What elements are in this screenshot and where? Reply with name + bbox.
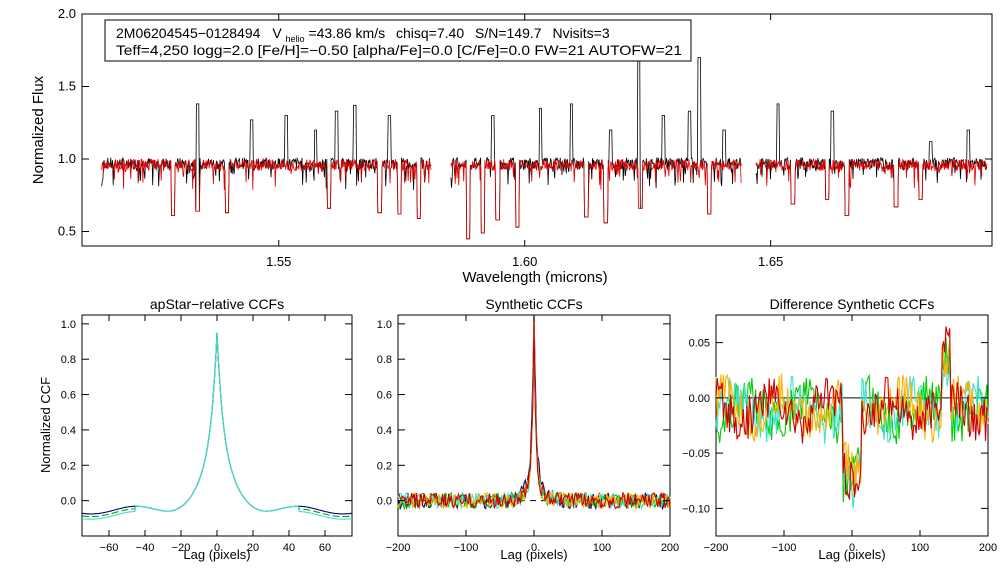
apstar_ccf-xtick-label: −20 — [172, 542, 191, 554]
diff_ccf-ytick-label: −0.10 — [682, 503, 710, 515]
synthetic_ccf-ytick-label: 0.0 — [377, 496, 392, 508]
header-line-2: Teff=4,250 logg=2.0 [Fe/H]=−0.50 [alpha/… — [116, 42, 682, 58]
spectrum-xtick-label: 1.65 — [758, 254, 783, 269]
apstar-ccf-ylabel: Normalized CCF — [38, 377, 53, 473]
synthetic_ccf-xtick-label: −100 — [454, 542, 479, 554]
apstar-ccf-ticks: −60 −40 −20 0 20 40 60 0.0 0.2 0.4 0.6 0.8 1.0 — [61, 315, 352, 554]
spectrum-observed-line — [450, 35, 742, 240]
vhelio-value: =43.86 km/s — [308, 25, 385, 41]
apstar_ccf-ytick-label: 0.8 — [61, 354, 76, 366]
apstar-ccf-plot-frame — [81, 314, 353, 537]
spectrum-ylabel: Normalized Flux — [30, 75, 47, 184]
synthetic_ccf-ytick-label: 0.8 — [377, 354, 392, 366]
apstar_ccf-xtick-label: 40 — [283, 542, 295, 554]
apstar_ccf-ytick-label: 0.0 — [61, 496, 76, 508]
diff-ccf-panel: −200 −100 0 100 200 −0.10 −0.05 0.00 0.05 Differ… — [682, 296, 997, 562]
diff_ccf-visit-4-line — [715, 326, 989, 500]
spectrum-ytick-label: 1.0 — [58, 151, 76, 166]
diff_ccf-ytick-label: 0.05 — [689, 338, 710, 350]
spectrum-ytick-label: 2.0 — [58, 6, 76, 21]
apstar_ccf-xtick-label: 20 — [247, 542, 259, 554]
synthetic-ccf-panel: −200 −100 0 100 200 0.0 0.2 0.4 0.6 0.8 1.0 Synthe… — [377, 296, 679, 562]
apstar-ccf-data-group — [81, 332, 353, 520]
spectrum-xtick-label: 1.60 — [512, 254, 537, 269]
apstar-ccf-title: apStar−relative CCFs — [150, 296, 284, 312]
synthetic-ccf-xlabel: Lag (pixels) — [500, 547, 567, 562]
diff_ccf-visit-2-line — [715, 360, 989, 509]
apstar_ccf-xtick-label: −40 — [136, 542, 155, 554]
spectrum-ytick-label: 0.5 — [58, 224, 76, 239]
spectrum-model-line — [101, 157, 432, 219]
synthetic_ccf-ytick-label: 0.6 — [377, 390, 392, 402]
synthetic-ccf-ticks: −200 −100 0 100 200 0.0 0.2 0.4 0.6 0.8 1.0 — [377, 315, 679, 554]
apstar_ccf-xtick-label: 60 — [319, 542, 331, 554]
synthetic-ccf-data-group — [397, 314, 671, 511]
diff_ccf-xtick-label: −100 — [772, 542, 797, 554]
synthetic_ccf-xtick-label: 0 — [531, 542, 537, 554]
synthetic_ccf-xtick-label: −200 — [386, 542, 411, 554]
header-box-frame — [104, 19, 692, 62]
star-id: 2M06204545−0128494 — [116, 25, 261, 41]
apstar_ccf-visit-2-line — [81, 332, 353, 518]
diff_ccf-xtick-label: 100 — [911, 542, 929, 554]
apstar_ccf-xtick-label: 0 — [214, 542, 220, 554]
diff-ccf-title: Difference Synthetic CCFs — [770, 296, 935, 312]
spectrum-panel: 1.55 1.60 1.65 0.5 1.0 1.5 2.0 Normalized Flux… — [30, 6, 993, 286]
diff_ccf-visit-1-line — [715, 337, 989, 503]
snr-value: S/N=149.7 — [475, 25, 542, 41]
apstar-ccf-panel: −60 −40 −20 0 20 40 60 0.0 0.2 0.4 0.6 0.8 1.0 apSta… — [38, 296, 353, 562]
spectrum-observed-line — [101, 103, 432, 219]
diff_ccf-ytick-label: 0.00 — [689, 393, 710, 405]
spectrum-xtick-label: 1.55 — [266, 254, 291, 269]
spectrum-model-line — [755, 157, 988, 216]
diff_ccf-xtick-label: 0 — [849, 542, 855, 554]
diff_ccf-xtick-label: 200 — [979, 542, 997, 554]
apstar_ccf-visit-3-line — [81, 332, 353, 520]
diff_ccf-visit-3-line — [715, 341, 989, 494]
synthetic_ccf-ytick-label: 0.2 — [377, 460, 392, 472]
apstar_ccf-ytick-label: 0.2 — [61, 460, 76, 472]
vhelio-label: V — [272, 25, 282, 41]
spectrum-plot-frame — [81, 13, 993, 247]
synthetic-ccf-title: Synthetic CCFs — [485, 296, 582, 312]
vhelio-subscript: helio — [286, 34, 305, 44]
diff-ccf-ticks: −200 −100 0 100 200 −0.10 −0.05 0.00 0.05 — [682, 315, 997, 554]
chisq-value: chisq=7.40 — [396, 25, 464, 41]
spectrum-data-group — [101, 35, 988, 240]
diff-ccf-xlabel: Lag (pixels) — [818, 547, 885, 562]
header-info-box: 2M06204545−0128494 V helio =43.86 km/s c… — [104, 19, 692, 62]
spectrum-ytick-label: 1.5 — [58, 79, 76, 94]
synthetic_ccf-ytick-label: 0.4 — [377, 425, 392, 437]
spectrum-ticks: 1.55 1.60 1.65 0.5 1.0 1.5 2.0 — [58, 6, 992, 269]
diff_ccf-ytick-label: −0.05 — [682, 448, 710, 460]
synthetic_ccf-xtick-label: 200 — [661, 542, 679, 554]
spectrum-xlabel: Wavelength (microns) — [462, 269, 607, 286]
synthetic_ccf-xtick-label: 100 — [593, 542, 611, 554]
apstar_ccf-ytick-label: 0.4 — [61, 425, 76, 437]
diff-ccf-data-group — [715, 326, 989, 509]
apstar_ccf-ytick-label: 1.0 — [61, 319, 76, 331]
spectrum-model-line — [450, 158, 742, 240]
header-line-1: 2M06204545−0128494 V helio =43.86 km/s c… — [116, 25, 610, 45]
apstar_ccf-visit-1-line — [81, 332, 353, 515]
synthetic_ccf-ytick-label: 1.0 — [377, 319, 392, 331]
spectrum-observed-line — [755, 103, 988, 216]
apstar-ccf-xlabel: Lag (pixels) — [183, 547, 250, 562]
apstar_ccf-xtick-label: −60 — [100, 542, 119, 554]
synthetic_ccf-visit-4-line — [397, 318, 671, 510]
nvisits-value: Nvisits=3 — [552, 25, 609, 41]
diff_ccf-xtick-label: −200 — [704, 542, 729, 554]
apstar_ccf-ytick-label: 0.6 — [61, 390, 76, 402]
